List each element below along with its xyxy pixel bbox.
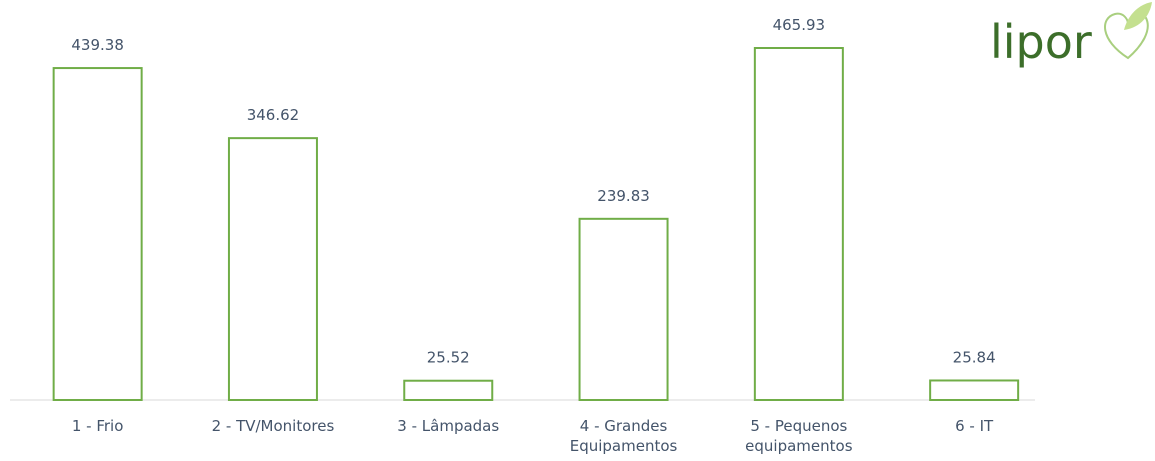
- x-tick-label: 6 - IT: [955, 417, 994, 435]
- bar: [52, 67, 143, 401]
- x-tick-label: 5 - Pequenos equipamentos: [745, 417, 853, 455]
- x-tick-label: 4 - Grandes Equipamentos: [569, 417, 678, 455]
- bar: [578, 217, 669, 401]
- logo: lipor: [990, 2, 1152, 69]
- bar: [753, 47, 844, 401]
- value-label: 465.93: [773, 16, 826, 34]
- value-label: 25.84: [953, 348, 996, 366]
- value-label: 25.52: [427, 349, 470, 367]
- x-tick-label: 3 - Lâmpadas: [397, 417, 500, 435]
- x-tick-label: 2 - TV/Monitores: [211, 417, 335, 435]
- x-tick-label: 1 - Frio: [71, 417, 124, 435]
- value-label: 346.62: [247, 106, 300, 124]
- bar: [403, 379, 494, 401]
- bar: [929, 379, 1020, 402]
- logo-text: lipor: [990, 15, 1092, 69]
- logo-leaf: [1124, 2, 1152, 30]
- value-label: 439.38: [71, 36, 124, 54]
- bar: [227, 137, 318, 401]
- value-label: 239.83: [597, 187, 650, 205]
